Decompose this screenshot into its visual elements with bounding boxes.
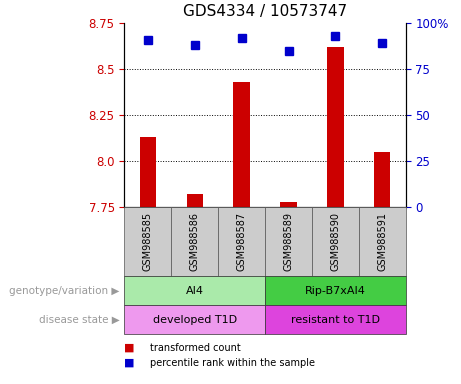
Bar bbox=[171, 207, 218, 276]
Text: GSM988586: GSM988586 bbox=[190, 212, 200, 271]
Bar bbox=[124, 276, 265, 305]
Bar bbox=[374, 152, 390, 207]
Text: ■: ■ bbox=[124, 343, 135, 353]
Text: ■: ■ bbox=[124, 358, 135, 368]
Bar bbox=[124, 207, 171, 276]
Bar bbox=[280, 202, 297, 207]
Text: GSM988589: GSM988589 bbox=[284, 212, 294, 271]
Text: disease state ▶: disease state ▶ bbox=[39, 314, 120, 325]
Bar bbox=[265, 207, 312, 276]
Text: GSM988587: GSM988587 bbox=[236, 212, 247, 271]
Bar bbox=[233, 82, 250, 207]
Bar bbox=[187, 194, 203, 207]
Bar bbox=[218, 207, 265, 276]
Text: GSM988585: GSM988585 bbox=[143, 212, 153, 271]
Bar bbox=[140, 137, 156, 207]
Text: developed T1D: developed T1D bbox=[153, 314, 237, 325]
Text: GSM988591: GSM988591 bbox=[377, 212, 387, 271]
Text: GSM988590: GSM988590 bbox=[331, 212, 340, 271]
Title: GDS4334 / 10573747: GDS4334 / 10573747 bbox=[183, 4, 347, 19]
Text: percentile rank within the sample: percentile rank within the sample bbox=[150, 358, 315, 368]
Bar bbox=[312, 207, 359, 276]
Text: genotype/variation ▶: genotype/variation ▶ bbox=[10, 286, 120, 296]
Text: resistant to T1D: resistant to T1D bbox=[291, 314, 380, 325]
Bar bbox=[124, 305, 265, 334]
Text: Rip-B7xAI4: Rip-B7xAI4 bbox=[305, 286, 366, 296]
Bar bbox=[265, 305, 406, 334]
Text: transformed count: transformed count bbox=[150, 343, 241, 353]
Bar bbox=[359, 207, 406, 276]
Text: AI4: AI4 bbox=[186, 286, 204, 296]
Bar bbox=[265, 276, 406, 305]
Bar bbox=[327, 47, 343, 207]
